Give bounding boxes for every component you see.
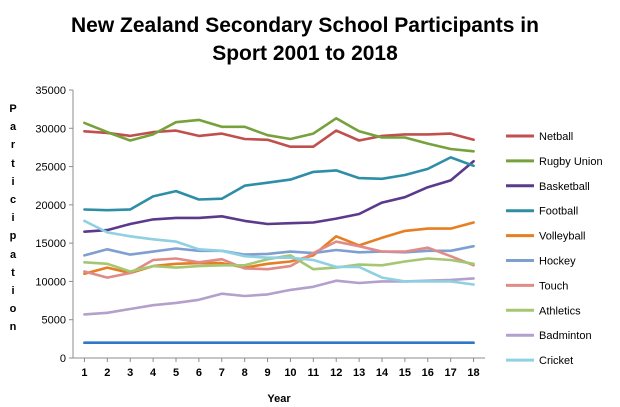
x-tick-label: 6: [196, 367, 202, 379]
legend-label: Athletics: [539, 305, 581, 317]
series-line-netball: [83, 129, 475, 148]
x-tick-label: 18: [467, 367, 479, 379]
y-axis-label-letter: c: [9, 193, 17, 206]
x-tick-label: 7: [219, 367, 225, 379]
y-axis-label-letter: i: [11, 175, 15, 188]
y-axis-label-letter: t: [11, 157, 15, 170]
legend-label: Football: [539, 206, 578, 218]
y-axis-label-letter: P: [9, 103, 17, 115]
y-axis-label-letter: n: [9, 321, 17, 334]
legend-label: Hockey: [539, 256, 576, 268]
series-line-cricket: [83, 219, 475, 286]
chart-title: New Zealand Secondary School Participant…: [0, 12, 610, 68]
x-tick-label: 5: [173, 367, 179, 379]
x-tick-label: 12: [330, 367, 342, 379]
y-tick-label: 15000: [35, 238, 66, 250]
y-axis-label-letter: o: [9, 303, 17, 316]
x-tick-label: 17: [445, 367, 457, 379]
y-axis-label-letter: i: [11, 212, 15, 225]
legend-label: Rugby Union: [539, 156, 603, 168]
series-line-football: [83, 156, 475, 212]
y-axis-label-letter: r: [10, 139, 16, 152]
y-axis-label-letter: a: [9, 248, 17, 261]
legend-label: Touch: [539, 280, 568, 292]
x-tick-label: 11: [308, 367, 320, 379]
x-tick-label: 10: [284, 367, 296, 379]
x-tick-label: 1: [81, 367, 87, 379]
y-tick-label: 10000: [35, 276, 66, 288]
y-axis-label-letter: t: [11, 266, 15, 279]
x-tick-label: 3: [127, 367, 133, 379]
legend-label: Basketball: [539, 181, 590, 193]
y-tick-label: 20000: [35, 200, 66, 212]
legend-label: Cricket: [539, 355, 573, 367]
legend-label: Volleyball: [539, 231, 585, 243]
x-tick-label: 13: [353, 367, 365, 379]
legend-label: Netball: [539, 131, 573, 143]
x-tick-label: 4: [150, 367, 157, 379]
y-axis-label-letter: i: [11, 284, 15, 297]
series-line-touch: [83, 240, 475, 279]
series-line-rugby-union: [83, 117, 475, 153]
y-tick-label: 30000: [35, 123, 66, 135]
x-tick-label: 8: [242, 367, 248, 379]
x-tick-label: 15: [399, 367, 411, 379]
chart-title-line-1: New Zealand Secondary School Participant…: [71, 14, 539, 37]
y-tick-label: 0: [60, 353, 66, 365]
x-tick-label: 14: [376, 367, 389, 379]
y-axis-label-letter: p: [9, 230, 17, 243]
x-tick-label: 16: [422, 367, 434, 379]
x-tick-label: 2: [104, 367, 110, 379]
y-axis-label-letter: a: [9, 121, 17, 134]
chart-title-line-2: Sport 2001 to 2018: [212, 42, 398, 65]
y-tick-label: 25000: [35, 162, 66, 174]
x-tick-label: 9: [264, 367, 270, 379]
y-tick-label: 5000: [42, 315, 66, 327]
y-tick-label: 35000: [35, 85, 66, 97]
series-line-basketball: [83, 159, 475, 233]
x-axis-label: Year: [267, 393, 291, 405]
series-line-badminton: [83, 277, 475, 316]
legend-label: Badminton: [539, 330, 592, 342]
